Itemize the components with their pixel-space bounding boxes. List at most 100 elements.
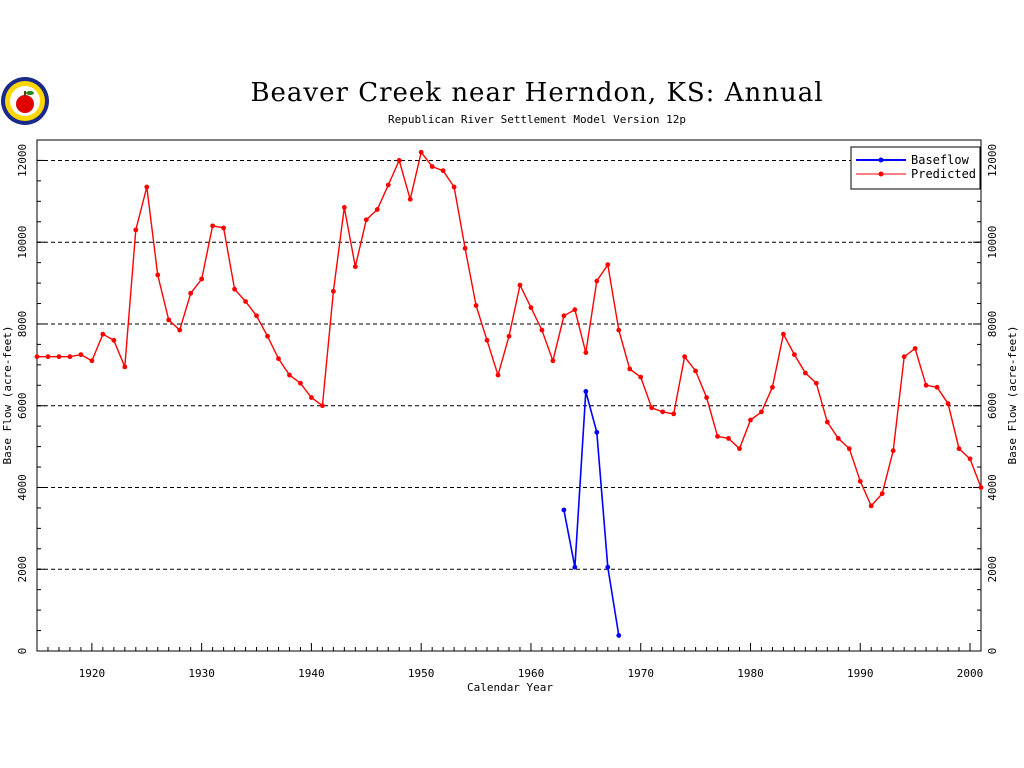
x-tick-label: 1990 — [847, 667, 874, 680]
legend-marker-baseflow — [878, 157, 884, 163]
data-point-predicted — [330, 288, 336, 294]
data-point-predicted — [583, 350, 589, 355]
series-layer — [34, 149, 984, 638]
chart-title: Beaver Creek near Herndon, KS: Annual — [250, 78, 823, 108]
data-point-predicted — [374, 207, 380, 212]
data-point-baseflow — [605, 564, 611, 570]
data-point-predicted — [791, 352, 797, 358]
data-point-predicted — [363, 217, 369, 223]
data-point-predicted — [100, 331, 106, 337]
legend-label-baseflow: Baseflow — [911, 153, 970, 167]
data-point-predicted — [232, 286, 237, 292]
y-tick-label-left: 12000 — [16, 144, 29, 177]
data-point-predicted — [901, 354, 907, 360]
data-point-predicted — [111, 337, 117, 343]
data-point-predicted — [385, 182, 391, 188]
data-point-predicted — [748, 417, 753, 423]
data-point-predicted — [934, 384, 940, 390]
data-point-predicted — [276, 356, 281, 362]
apple-seal-logo — [1, 77, 49, 125]
data-point-predicted — [440, 168, 446, 174]
data-point-predicted — [418, 149, 424, 155]
data-point-predicted — [45, 354, 51, 360]
data-point-predicted — [56, 354, 62, 360]
data-point-predicted — [616, 327, 622, 333]
data-point-baseflow — [594, 429, 600, 435]
y-tick-label-right: 12000 — [986, 144, 999, 177]
x-tick-label: 1930 — [188, 667, 215, 680]
data-point-predicted — [528, 305, 534, 311]
data-point-predicted — [978, 485, 984, 490]
legend-label-predicted: Predicted — [911, 167, 976, 181]
data-point-predicted — [341, 205, 347, 210]
data-point-predicted — [429, 164, 435, 169]
data-point-predicted — [484, 337, 490, 343]
data-point-predicted — [34, 354, 40, 360]
y-tick-label-left: 0 — [16, 648, 29, 655]
data-point-predicted — [649, 405, 655, 411]
data-point-predicted — [473, 303, 479, 308]
data-point-predicted — [144, 184, 150, 190]
legend-marker-predicted — [878, 171, 884, 177]
data-point-predicted — [835, 436, 841, 441]
y-tick-label-left: 8000 — [16, 311, 29, 338]
plot-frame — [36, 139, 982, 652]
data-point-predicted — [813, 380, 819, 386]
gridlines — [37, 159, 981, 570]
data-point-predicted — [122, 364, 128, 370]
data-point-predicted — [704, 395, 709, 400]
data-point-predicted — [945, 401, 951, 407]
x-axis-label: Calendar Year — [467, 681, 553, 694]
data-point-predicted — [770, 384, 775, 390]
data-point-predicted — [802, 370, 808, 376]
data-point-baseflow — [583, 389, 589, 394]
data-point-predicted — [561, 313, 567, 319]
data-point-predicted — [517, 282, 523, 288]
data-point-predicted — [133, 227, 139, 233]
y-tick-label-right: 6000 — [986, 392, 999, 419]
legend-box — [850, 146, 981, 190]
data-point-predicted — [715, 433, 720, 439]
data-point-predicted — [682, 354, 688, 360]
data-point-predicted — [824, 419, 830, 425]
data-point-predicted — [605, 262, 611, 268]
y-tick-label-left: 10000 — [16, 226, 29, 259]
y-tick-label-right: 10000 — [986, 226, 999, 259]
data-point-predicted — [319, 403, 325, 409]
data-point-predicted — [726, 436, 731, 441]
data-point-predicted — [462, 245, 468, 251]
data-point-predicted — [737, 446, 742, 452]
data-point-predicted — [890, 448, 896, 454]
data-point-predicted — [221, 225, 227, 231]
data-point-predicted — [671, 411, 677, 417]
data-point-predicted — [166, 317, 172, 323]
y-tick-label-left: 6000 — [16, 392, 29, 419]
data-point-predicted — [627, 366, 633, 372]
x-tick-label: 1940 — [298, 667, 325, 680]
data-point-predicted — [923, 382, 929, 388]
data-point-predicted — [868, 503, 874, 509]
y-tick-label-left: 4000 — [16, 474, 29, 501]
data-point-predicted — [693, 368, 699, 374]
x-tick-label: 1980 — [737, 667, 764, 680]
data-point-predicted — [352, 264, 358, 270]
data-point-predicted — [967, 456, 973, 462]
data-point-predicted — [396, 158, 402, 163]
data-point-predicted — [188, 290, 194, 296]
data-point-predicted — [199, 276, 205, 282]
data-point-predicted — [254, 313, 259, 319]
y-axis-label-right: Base Flow (acre-feet) — [1006, 325, 1019, 464]
data-point-predicted — [177, 327, 183, 333]
data-point-predicted — [265, 333, 270, 339]
series-line-baseflow — [563, 391, 620, 636]
data-point-predicted — [451, 184, 457, 190]
data-point-predicted — [407, 196, 413, 202]
data-point-predicted — [298, 380, 303, 386]
x-tick-label: 1960 — [518, 667, 545, 680]
data-point-predicted — [210, 223, 216, 229]
data-point-predicted — [759, 409, 764, 415]
data-point-predicted — [309, 395, 314, 400]
data-point-predicted — [506, 333, 512, 339]
data-point-baseflow — [561, 507, 567, 513]
